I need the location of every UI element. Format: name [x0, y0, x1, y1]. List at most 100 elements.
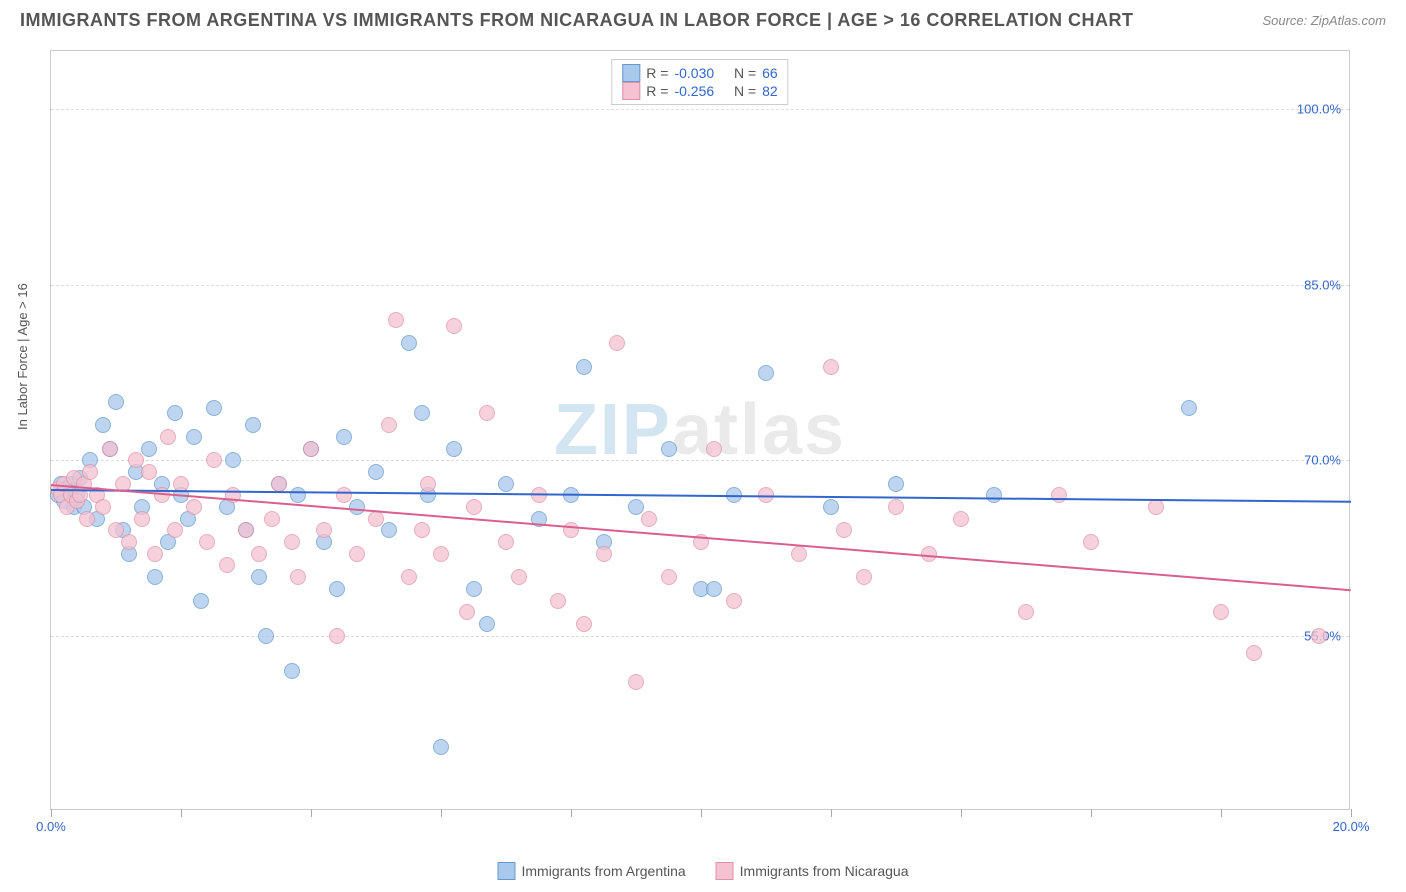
watermark-suffix: atlas — [672, 390, 846, 470]
y-axis-title: In Labor Force | Age > 16 — [15, 283, 30, 430]
legend-label-argentina: Immigrants from Argentina — [522, 863, 686, 879]
data-point — [284, 663, 300, 679]
swatch-argentina — [622, 64, 640, 82]
data-point — [147, 569, 163, 585]
data-point — [329, 628, 345, 644]
legend-swatch-nicaragua — [716, 862, 734, 880]
data-point — [79, 511, 95, 527]
x-tick — [311, 809, 312, 817]
data-point — [206, 400, 222, 416]
data-point — [823, 359, 839, 375]
data-point — [160, 429, 176, 445]
data-point — [628, 499, 644, 515]
x-tick-label: 0.0% — [36, 819, 66, 834]
data-point — [303, 441, 319, 457]
stats-legend: R = -0.030 N = 66 R = -0.256 N = 82 — [611, 59, 788, 105]
data-point — [986, 487, 1002, 503]
gridline-h — [51, 636, 1349, 637]
data-point — [1051, 487, 1067, 503]
y-tick-label: 70.0% — [1304, 453, 1341, 468]
data-point — [836, 522, 852, 538]
data-point — [823, 499, 839, 515]
data-point — [134, 511, 150, 527]
x-tick — [181, 809, 182, 817]
data-point — [446, 318, 462, 334]
x-tick — [1351, 809, 1352, 817]
n-value-0: 66 — [762, 65, 778, 81]
data-point — [329, 581, 345, 597]
x-tick — [701, 809, 702, 817]
data-point — [336, 429, 352, 445]
data-point — [706, 581, 722, 597]
data-point — [576, 616, 592, 632]
data-point — [141, 441, 157, 457]
data-point — [206, 452, 222, 468]
data-point — [381, 417, 397, 433]
data-point — [1181, 400, 1197, 416]
data-point — [1311, 628, 1327, 644]
data-point — [349, 546, 365, 562]
data-point — [147, 546, 163, 562]
stats-row-1: R = -0.256 N = 82 — [622, 82, 777, 100]
data-point — [95, 499, 111, 515]
data-point — [459, 604, 475, 620]
x-tick — [1091, 809, 1092, 817]
data-point — [219, 557, 235, 573]
data-point — [433, 739, 449, 755]
data-point — [264, 511, 280, 527]
legend-label-nicaragua: Immigrants from Nicaragua — [740, 863, 909, 879]
data-point — [888, 499, 904, 515]
data-point — [479, 616, 495, 632]
data-point — [193, 593, 209, 609]
data-point — [251, 569, 267, 585]
data-point — [349, 499, 365, 515]
data-point — [167, 405, 183, 421]
data-point — [368, 464, 384, 480]
data-point — [225, 452, 241, 468]
data-point — [186, 429, 202, 445]
data-point — [381, 522, 397, 538]
data-point — [420, 476, 436, 492]
data-point — [290, 487, 306, 503]
data-point — [550, 593, 566, 609]
data-point — [888, 476, 904, 492]
legend-swatch-argentina — [498, 862, 516, 880]
data-point — [446, 441, 462, 457]
data-point — [186, 499, 202, 515]
data-point — [414, 405, 430, 421]
data-point — [199, 534, 215, 550]
y-tick-label: 100.0% — [1297, 102, 1341, 117]
data-point — [167, 522, 183, 538]
data-point — [290, 569, 306, 585]
data-point — [245, 417, 261, 433]
data-point — [128, 452, 144, 468]
data-point — [706, 441, 722, 457]
data-point — [953, 511, 969, 527]
watermark-prefix: ZIP — [554, 390, 672, 470]
data-point — [628, 674, 644, 690]
data-point — [433, 546, 449, 562]
gridline-h — [51, 285, 1349, 286]
data-point — [609, 335, 625, 351]
data-point — [258, 628, 274, 644]
data-point — [661, 441, 677, 457]
gridline-h — [51, 109, 1349, 110]
data-point — [1213, 604, 1229, 620]
x-tick — [1221, 809, 1222, 817]
data-point — [271, 476, 287, 492]
data-point — [758, 365, 774, 381]
gridline-h — [51, 460, 1349, 461]
data-point — [726, 593, 742, 609]
data-point — [498, 476, 514, 492]
data-point — [108, 522, 124, 538]
data-point — [108, 394, 124, 410]
swatch-nicaragua — [622, 82, 640, 100]
data-point — [284, 534, 300, 550]
r-label: R = — [646, 65, 668, 81]
plot-area: ZIPatlas R = -0.030 N = 66 R = -0.256 N … — [50, 50, 1350, 810]
data-point — [141, 464, 157, 480]
x-tick — [51, 809, 52, 817]
data-point — [641, 511, 657, 527]
data-point — [1018, 604, 1034, 620]
x-tick-label: 20.0% — [1333, 819, 1370, 834]
